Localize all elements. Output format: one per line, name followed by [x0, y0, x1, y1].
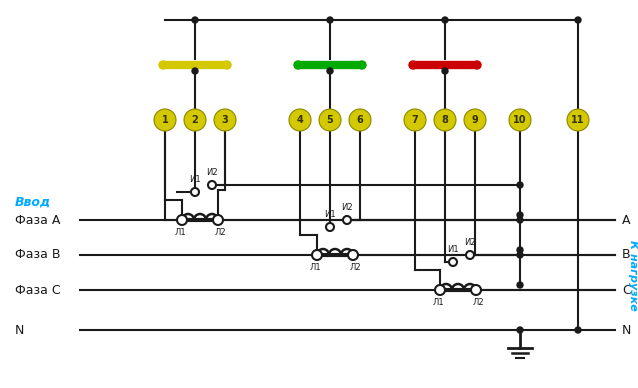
Text: Фаза B: Фаза B — [15, 248, 61, 262]
Circle shape — [517, 217, 523, 223]
Text: Фаза A: Фаза A — [15, 213, 61, 227]
Text: Л1: Л1 — [309, 263, 321, 272]
Text: C: C — [622, 284, 631, 296]
Text: A: A — [622, 213, 630, 227]
Circle shape — [214, 109, 236, 131]
Text: 3: 3 — [221, 115, 228, 125]
Circle shape — [473, 61, 481, 69]
Text: Л2: Л2 — [472, 298, 484, 307]
Text: И2: И2 — [341, 203, 353, 212]
Circle shape — [159, 61, 167, 69]
Text: 1: 1 — [161, 115, 168, 125]
Circle shape — [517, 212, 523, 218]
Circle shape — [191, 188, 199, 196]
Circle shape — [464, 109, 486, 131]
Circle shape — [192, 68, 198, 74]
Circle shape — [343, 216, 351, 224]
Text: 4: 4 — [297, 115, 304, 125]
Circle shape — [326, 223, 334, 231]
Circle shape — [471, 285, 481, 295]
Circle shape — [327, 68, 333, 74]
Circle shape — [404, 109, 426, 131]
Circle shape — [289, 109, 311, 131]
Text: Л2: Л2 — [349, 263, 361, 272]
Text: И2: И2 — [464, 238, 476, 247]
Text: И2: И2 — [206, 168, 218, 177]
Text: К нагрузке: К нагрузке — [628, 240, 638, 310]
Circle shape — [348, 250, 358, 260]
Circle shape — [449, 258, 457, 266]
Circle shape — [154, 109, 176, 131]
Circle shape — [177, 215, 187, 225]
Text: 9: 9 — [471, 115, 478, 125]
Circle shape — [517, 282, 523, 288]
Circle shape — [517, 327, 523, 333]
Text: N: N — [15, 324, 24, 336]
Text: Л2: Л2 — [214, 228, 226, 237]
Circle shape — [358, 61, 366, 69]
Text: Л1: Л1 — [432, 298, 444, 307]
Text: 11: 11 — [571, 115, 585, 125]
Circle shape — [319, 109, 341, 131]
Text: 5: 5 — [327, 115, 334, 125]
Circle shape — [327, 17, 333, 23]
Circle shape — [435, 285, 445, 295]
Circle shape — [517, 247, 523, 253]
Circle shape — [223, 61, 231, 69]
Circle shape — [442, 68, 448, 74]
Circle shape — [192, 17, 198, 23]
Text: Ввод: Ввод — [15, 196, 51, 208]
Text: Фаза C: Фаза C — [15, 284, 61, 296]
Text: B: B — [622, 248, 630, 262]
Text: 7: 7 — [412, 115, 419, 125]
Circle shape — [575, 327, 581, 333]
Circle shape — [442, 17, 448, 23]
Circle shape — [575, 17, 581, 23]
Circle shape — [349, 109, 371, 131]
Circle shape — [213, 215, 223, 225]
Text: 6: 6 — [357, 115, 364, 125]
Circle shape — [409, 61, 417, 69]
Circle shape — [434, 109, 456, 131]
Circle shape — [312, 250, 322, 260]
Circle shape — [208, 181, 216, 189]
Circle shape — [184, 109, 206, 131]
Text: 10: 10 — [513, 115, 527, 125]
Text: И1: И1 — [447, 245, 459, 254]
Text: 8: 8 — [441, 115, 449, 125]
Text: И1: И1 — [324, 210, 336, 219]
Text: Л1: Л1 — [174, 228, 186, 237]
Circle shape — [567, 109, 589, 131]
Circle shape — [517, 182, 523, 188]
Circle shape — [509, 109, 531, 131]
Text: И1: И1 — [189, 175, 201, 184]
Circle shape — [294, 61, 302, 69]
Text: 2: 2 — [191, 115, 198, 125]
Text: N: N — [622, 324, 632, 336]
Circle shape — [517, 252, 523, 258]
Circle shape — [466, 251, 474, 259]
